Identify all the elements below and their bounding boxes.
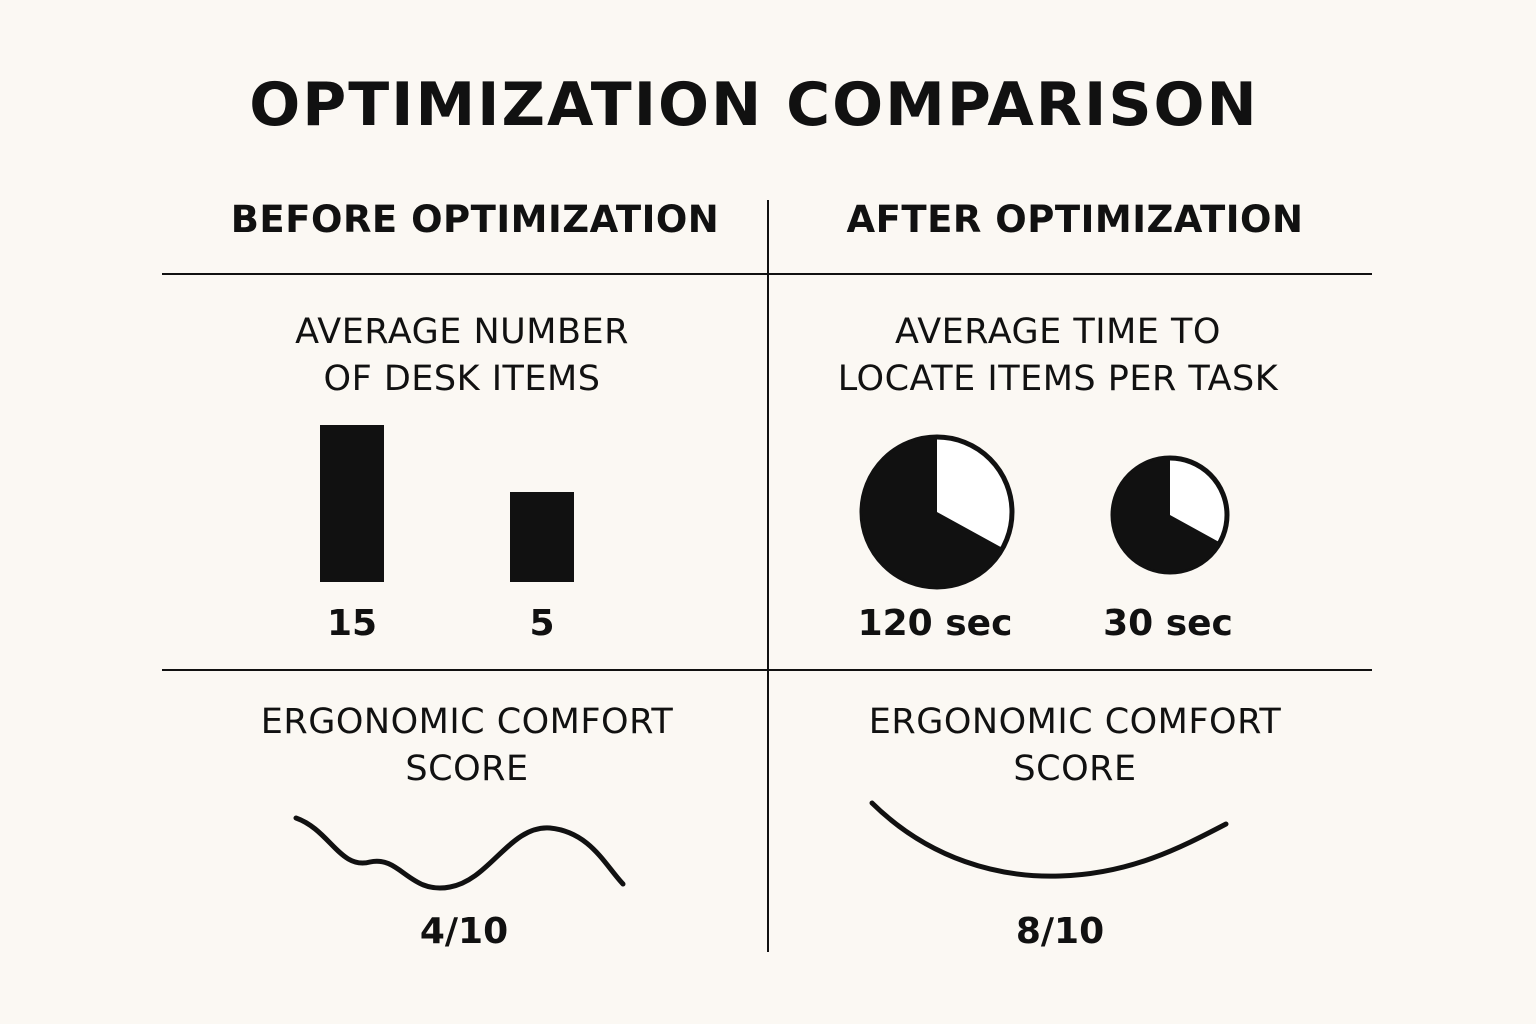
pie-label-before: 120 sec xyxy=(857,603,1013,644)
comfort-after-score: 8/10 xyxy=(1015,911,1105,952)
locate-time-title: AVERAGE TIME TO LOCATE ITEMS PER TASK xyxy=(755,309,1361,403)
page-title: OPTIMIZATION COMPARISON xyxy=(249,70,1259,140)
bar-label-after: 5 xyxy=(529,603,555,644)
comfort-after-title: ERGONOMIC COMFORT SCORE xyxy=(772,699,1378,793)
comfort-after-title-line1: ERGONOMIC COMFORT xyxy=(868,702,1282,742)
comfort-after-title-line2: SCORE xyxy=(1013,749,1137,789)
desk-items-title: AVERAGE NUMBER OF DESK ITEMS xyxy=(159,309,765,403)
vertical-divider xyxy=(767,200,769,952)
before-column-header: BEFORE OPTIMIZATION xyxy=(230,198,720,241)
comfort-after-smile-line xyxy=(869,800,1229,879)
comfort-before-title-line2: SCORE xyxy=(405,749,529,789)
bar-before xyxy=(320,425,384,582)
bar-label-before: 15 xyxy=(326,603,378,644)
bar-after xyxy=(510,492,574,582)
locate-time-title-line2: LOCATE ITEMS PER TASK xyxy=(837,359,1279,399)
pie-label-after: 30 sec xyxy=(1103,603,1233,644)
row-divider xyxy=(162,669,1372,671)
locate-time-title-line1: AVERAGE TIME TO xyxy=(895,312,1221,352)
pie-filled-slice-0 xyxy=(861,437,1003,588)
after-column-header: AFTER OPTIMIZATION xyxy=(846,198,1304,241)
comfort-before-title: ERGONOMIC COMFORT SCORE xyxy=(164,699,770,793)
pie-filled-slice-1 xyxy=(1113,458,1220,572)
header-divider xyxy=(162,273,1372,275)
comfort-before-wavy-line xyxy=(293,815,626,891)
desk-items-title-line1: AVERAGE NUMBER xyxy=(295,312,629,352)
desk-items-title-line2: OF DESK ITEMS xyxy=(323,359,601,399)
comfort-before-title-line1: ERGONOMIC COMFORT xyxy=(260,702,674,742)
comfort-before-score: 4/10 xyxy=(419,911,509,952)
